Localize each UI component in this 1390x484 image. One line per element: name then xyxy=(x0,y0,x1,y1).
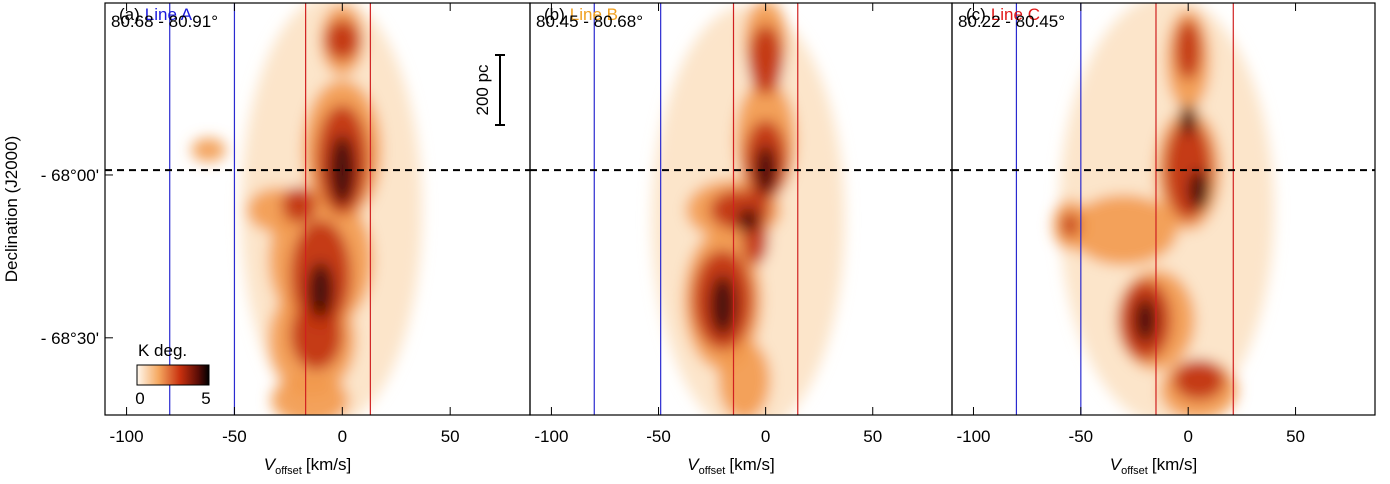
x-axis-title-part: [km/s] xyxy=(1152,455,1197,474)
range-label: 80.22 - 80.45° xyxy=(958,12,1065,31)
range-label: 80.45 - 80.68° xyxy=(536,12,643,31)
x-axis-title-part: offset xyxy=(275,465,302,477)
y-tick-label: - 68°00' xyxy=(41,166,99,185)
colorbar-tick-label: 5 xyxy=(201,389,210,408)
intensity-map xyxy=(1052,3,1275,415)
x-tick-label: 50 xyxy=(863,427,882,446)
emission xyxy=(1188,170,1210,210)
x-tick-label: 0 xyxy=(1183,427,1192,446)
x-tick-label: -50 xyxy=(646,427,671,446)
x-axis-title-part: V xyxy=(687,455,700,474)
emission xyxy=(307,262,334,318)
emission xyxy=(1070,195,1178,265)
scale-bar-label: 200 pc xyxy=(473,64,492,116)
emission xyxy=(281,187,317,223)
y-axis-title: Declination (J2000) xyxy=(2,136,21,282)
x-axis-title: Voffset [km/s] xyxy=(687,455,774,477)
panel-label: (b) xyxy=(544,5,565,24)
x-tick-label: -50 xyxy=(222,427,247,446)
colorbar-title: K deg. xyxy=(138,341,187,360)
x-tick-label: -100 xyxy=(956,427,990,446)
x-axis-title-part: offset xyxy=(699,465,726,477)
x-axis-title-part: offset xyxy=(1121,465,1148,477)
x-axis-title-part: [km/s] xyxy=(729,455,774,474)
emission xyxy=(1134,298,1156,342)
panel: -100 -50 0 50- 68°00'- 68°30'Declination (J… xyxy=(2,2,531,477)
emission xyxy=(325,20,360,60)
emission xyxy=(1175,20,1202,80)
emission xyxy=(1173,360,1225,400)
emission xyxy=(271,375,349,415)
emission xyxy=(709,275,736,335)
range-label: 80.68 - 80.91° xyxy=(111,12,218,31)
panel-label: (c) xyxy=(966,5,986,24)
x-tick-label: -50 xyxy=(1069,427,1094,446)
x-tick-label: 50 xyxy=(1286,427,1305,446)
x-tick-label: -100 xyxy=(110,427,144,446)
x-tick-label: 0 xyxy=(761,427,770,446)
line-name: Line C xyxy=(991,5,1040,24)
line-name: Line A xyxy=(145,5,193,24)
x-tick-label: 0 xyxy=(338,427,347,446)
panel: -100 -50 0 50 Voffset [km/s] (b) Line B80.45 - … xyxy=(473,2,953,477)
frame xyxy=(951,2,1376,416)
x-axis-title-part: [km/s] xyxy=(306,455,351,474)
emission xyxy=(290,300,343,370)
panel-title: (c) Line C xyxy=(966,5,1040,24)
emission xyxy=(329,135,356,205)
emission xyxy=(1179,105,1197,135)
x-axis-title-part: V xyxy=(1110,455,1123,474)
emission xyxy=(191,138,226,162)
intensity-map xyxy=(652,3,845,415)
emission xyxy=(737,208,760,232)
panel: -100 -50 0 50 Voffset [km/s] (c) Line C80.22 - … xyxy=(951,2,1376,477)
x-tick-label: -100 xyxy=(534,427,568,446)
colorbar-tick-label: 0 xyxy=(135,389,144,408)
emission xyxy=(754,145,777,195)
panel-label: (a) xyxy=(119,5,140,24)
emission xyxy=(748,25,783,95)
x-axis-title: Voffset [km/s] xyxy=(1110,455,1197,477)
x-tick-label: 50 xyxy=(441,427,460,446)
intensity-map xyxy=(191,3,423,415)
colorbar xyxy=(136,364,210,386)
panel-title: (b) Line B xyxy=(544,5,618,24)
y-tick-label: - 68°30' xyxy=(41,329,99,348)
line-name: Line B xyxy=(570,5,618,24)
panel-title: (a) Line A xyxy=(119,5,193,24)
emission xyxy=(1061,213,1079,237)
x-axis-title-part: V xyxy=(264,455,277,474)
x-axis-title: Voffset [km/s] xyxy=(264,455,351,477)
emission xyxy=(718,340,770,415)
